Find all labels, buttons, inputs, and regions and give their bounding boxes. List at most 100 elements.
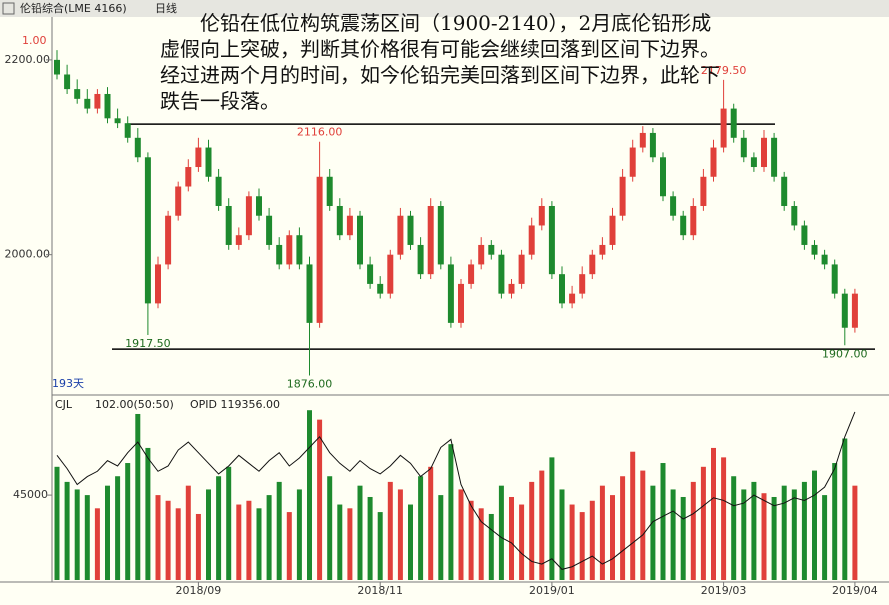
volume-bar — [54, 466, 60, 580]
volume-bar — [852, 485, 858, 580]
volume-bar — [74, 489, 80, 580]
candle-body — [94, 93, 101, 109]
candle-body — [649, 132, 656, 158]
candle-body — [821, 254, 828, 265]
candle-body — [316, 176, 323, 323]
candle-body — [54, 59, 60, 75]
volume-bar — [84, 495, 90, 580]
x-tick-label: 2019/01 — [529, 584, 575, 597]
candle-body — [478, 244, 485, 265]
candle-body — [801, 225, 808, 245]
days-count: 193天 — [52, 377, 84, 390]
candle-body — [407, 215, 414, 245]
volume-bar — [832, 463, 838, 580]
candle-body — [346, 215, 353, 236]
candle-body — [114, 118, 121, 124]
candle-body — [296, 235, 303, 265]
volume-bar — [519, 504, 525, 580]
volume-bar — [135, 413, 141, 580]
volume-bar — [307, 410, 312, 580]
volume-bar — [64, 481, 70, 580]
menu-icon[interactable] — [2, 2, 15, 15]
volume-bar — [408, 504, 413, 580]
candle-body — [256, 196, 262, 216]
candle-body — [215, 176, 222, 206]
opid-line — [56, 411, 856, 570]
annotation-text: 伦铅在低位构筑震荡区间（1900-2140），2月底伦铅形成虚假向上突破，判断其… — [160, 11, 720, 113]
indicator-params: 102.00(50:50) — [95, 398, 174, 411]
candle-body — [660, 157, 666, 197]
volume-bar — [428, 466, 434, 580]
volume-bar — [236, 504, 242, 580]
period-selector[interactable]: 日线 — [155, 1, 177, 15]
volume-bar — [438, 495, 444, 580]
volume-bar — [195, 513, 201, 580]
volume-bar — [448, 444, 454, 580]
price-label: 2179.50 — [701, 64, 747, 77]
volume-bar — [397, 489, 403, 580]
x-tick-label: 2018/11 — [357, 584, 403, 597]
volume-bar — [468, 500, 474, 580]
candle-body — [720, 108, 727, 148]
volume-bar — [610, 495, 615, 580]
candle-body — [599, 244, 606, 255]
price-label: 2116.00 — [297, 126, 343, 139]
candle-body — [447, 264, 454, 323]
volume-bar — [327, 476, 333, 580]
candle-body — [639, 132, 646, 148]
candle-body — [134, 137, 141, 158]
volume-bar — [569, 504, 575, 580]
volume-bar — [337, 504, 343, 580]
candle-body — [680, 215, 687, 236]
candle-body — [730, 108, 737, 138]
volume-bar — [660, 463, 666, 580]
x-tick-label: 2018/09 — [176, 584, 222, 597]
candle-body — [276, 244, 283, 265]
volume-bar — [206, 489, 211, 580]
candle-body — [144, 157, 151, 304]
candle-body — [528, 225, 535, 255]
candle-body — [811, 244, 818, 255]
volume-bar — [296, 489, 302, 580]
candle-body — [175, 186, 182, 216]
candle-body — [468, 264, 475, 284]
candle-body — [670, 196, 677, 216]
volume-bar — [94, 508, 100, 580]
candle-body — [771, 137, 778, 177]
volume-bar — [721, 457, 727, 580]
candle-body — [609, 215, 616, 245]
volume-bar — [488, 513, 494, 580]
volume-bar — [276, 481, 282, 580]
candle-body — [548, 205, 555, 275]
candle-body — [579, 274, 586, 294]
candle-body — [629, 147, 636, 177]
volume-bar — [478, 508, 484, 580]
candle-body — [397, 215, 404, 255]
candle-body — [387, 254, 394, 294]
volume-bar — [226, 466, 232, 580]
volume-bar — [347, 508, 353, 580]
instrument-title: 伦铅综合(LME 4166) — [20, 1, 127, 15]
x-tick-label: 2019/04 — [832, 584, 878, 597]
candle-body — [185, 167, 192, 187]
candle-body — [761, 137, 767, 168]
volume-bar — [751, 481, 757, 580]
volume-bar — [549, 457, 555, 580]
volume-bar — [387, 481, 393, 580]
candle-body — [498, 254, 505, 294]
y-tick-label: 2200.00 — [5, 53, 51, 66]
candle-body — [619, 176, 626, 216]
volume-bar — [842, 438, 848, 580]
candle-body — [700, 176, 707, 206]
volume-bar — [529, 481, 535, 580]
volume-bar — [155, 495, 161, 580]
volume-bar — [680, 496, 686, 580]
price-label: 1907.00 — [822, 347, 868, 360]
volume-bar — [357, 485, 363, 580]
indicator-name[interactable]: CJL — [55, 398, 73, 411]
volume-bar — [791, 489, 797, 580]
volume-bar — [711, 447, 716, 580]
x-tick-label: 2019/03 — [701, 584, 747, 597]
volume-bar — [781, 485, 787, 580]
candle-body — [195, 147, 202, 168]
